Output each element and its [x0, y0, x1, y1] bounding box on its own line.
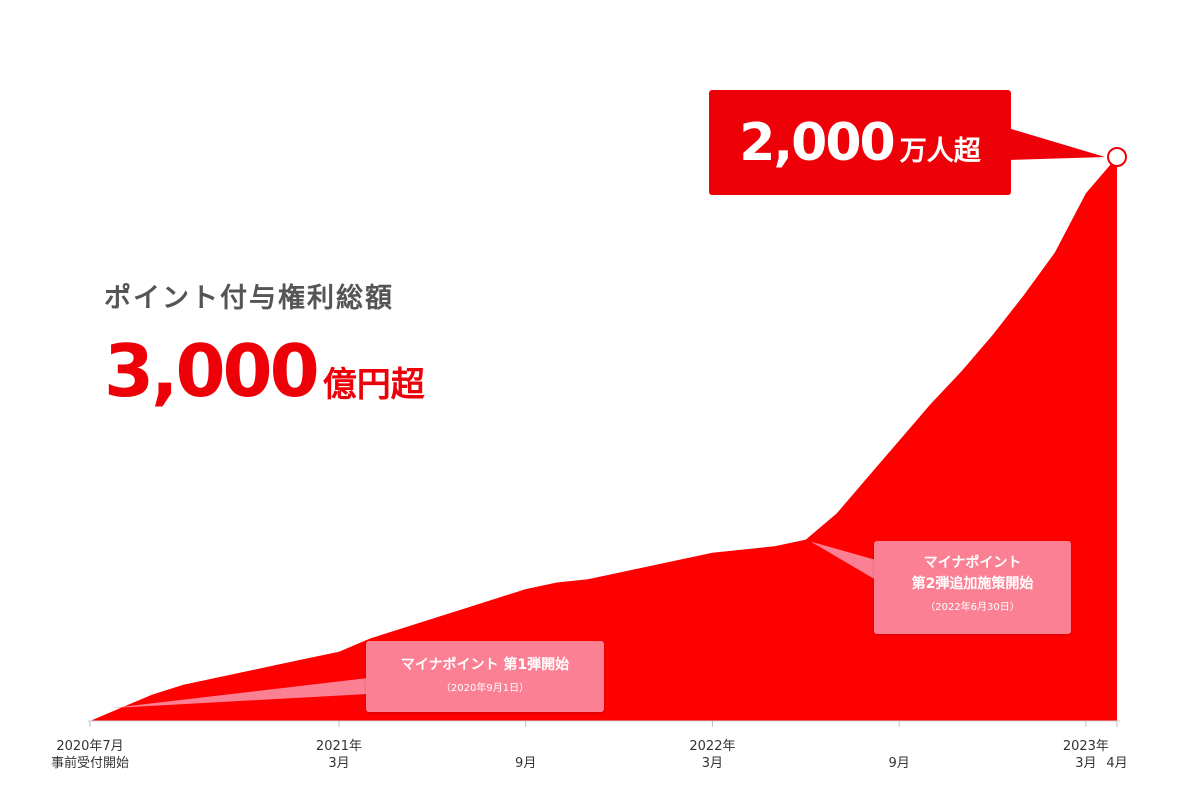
annotation-phase1: マイナポイント 第1弾開始 （2020年9月1日）: [366, 641, 604, 712]
peak-callout-number: 2,000: [739, 112, 895, 173]
summary-amount-line: 3,000 億円超: [104, 329, 425, 413]
summary-label: ポイント付与権利総額: [104, 283, 394, 314]
x-tick-label: 2020年7月 事前受付開始: [50, 739, 130, 771]
annotation-phase2-pointer: [810, 541, 876, 580]
peak-callout-pointer: [1008, 128, 1105, 160]
peak-callout: 2,000 万人超: [709, 90, 1011, 195]
x-tick-label: 4月: [1106, 756, 1128, 771]
annotation-phase1-date: （2020年9月1日）: [440, 683, 530, 694]
annotation-phase2: マイナポイント 第2弾追加施策開始 （2022年6月30日）: [874, 541, 1071, 634]
annotation-phase1-pointer: [112, 678, 368, 708]
annotation-phase1-title: マイナポイント 第1弾開始: [400, 657, 570, 673]
annotation-phase2-date: （2022年6月30日）: [925, 602, 1020, 613]
x-tick-label: 2021年 3月: [315, 739, 363, 771]
x-tick-label: 2023年 3月: [1062, 739, 1109, 771]
peak-callout-unit: 万人超: [899, 136, 981, 167]
end-point-marker: [1107, 147, 1127, 167]
annotation-phase2-title: マイナポイント 第2弾追加施策開始: [911, 555, 1034, 592]
area-series: [90, 157, 1117, 721]
summary-block: ポイント付与権利総額 3,000 億円超: [104, 276, 425, 413]
summary-unit: 億円超: [322, 365, 425, 405]
x-tick-label: 9月: [888, 756, 910, 771]
x-tick-label: 2022年 3月: [689, 739, 736, 771]
summary-amount: 3,000: [104, 329, 320, 413]
x-tick-label: 9月: [515, 756, 537, 771]
